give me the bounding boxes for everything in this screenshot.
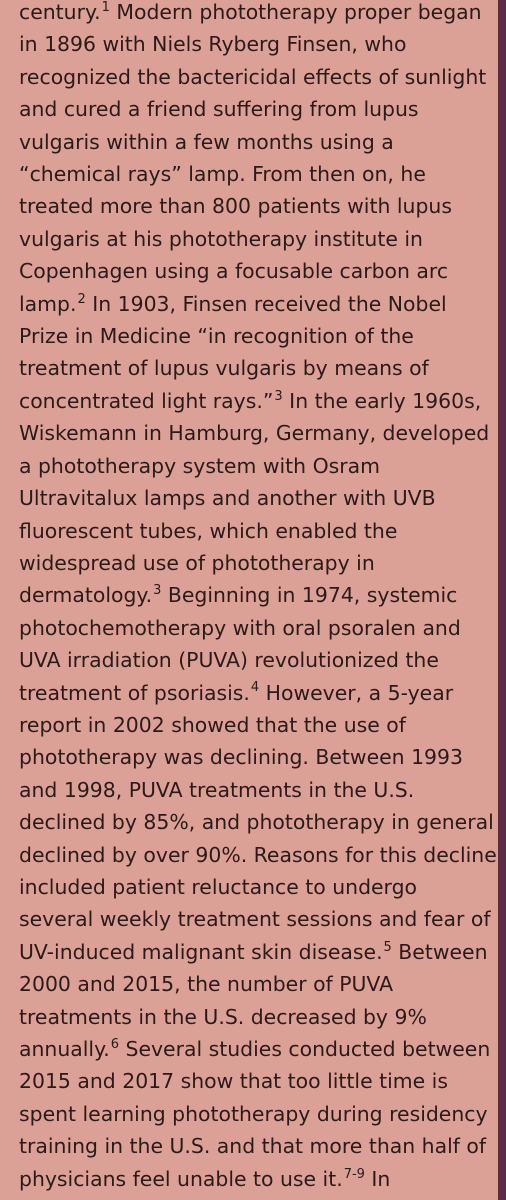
text-line: Prize in Medicine “in recognition of the xyxy=(19,320,498,352)
text-segment: and 1998, PUVA treatments in the U.S. xyxy=(19,777,415,802)
text-segment: UVA irradiation (PUVA) revolutionized th… xyxy=(19,648,439,673)
text-line: treatments in the U.S. decreased by 9% xyxy=(19,1001,498,1033)
text-segment: phototherapy was declining. Between 1993 xyxy=(19,745,463,770)
text-line: “chemical rays” lamp. From then on, he xyxy=(19,158,498,190)
text-segment: and cured a friend suffering from lupus xyxy=(19,97,419,122)
citation-superscript[interactable]: 6 xyxy=(110,1036,120,1052)
text-line: vulgaris at his phototherapy institute i… xyxy=(19,223,498,255)
text-line: treatment of lupus vulgaris by means of xyxy=(19,352,498,384)
text-segment: dermatology. xyxy=(19,583,153,608)
text-line: treated more than 800 patients with lupu… xyxy=(19,190,498,222)
text-segment: annually. xyxy=(19,1037,110,1061)
text-segment: fluorescent tubes, which enabled the xyxy=(19,518,398,543)
text-line: spent learning phototherapy during resid… xyxy=(19,1098,498,1130)
text-line: lamp.2 In 1903, Finsen received the Nobe… xyxy=(19,288,498,320)
text-segment: 2000 and 2015, the number of PUVA xyxy=(19,972,394,997)
text-segment: included patient reluctance to undergo xyxy=(19,874,418,899)
text-segment: 2015 and 2017 show that too little time … xyxy=(19,1069,448,1094)
text-line: 2000 and 2015, the number of PUVA xyxy=(19,968,498,1000)
text-segment: report in 2002 showed that the use of xyxy=(19,712,406,737)
text-line: recognized the bactericidal effects of s… xyxy=(19,61,498,93)
text-segment: century. xyxy=(19,0,101,24)
citation-superscript[interactable]: 1 xyxy=(101,0,110,15)
text-line: and cured a friend suffering from lupus xyxy=(19,93,498,125)
citation-superscript[interactable]: 3 xyxy=(274,388,283,404)
text-segment: Several studies conducted between xyxy=(119,1037,491,1061)
text-line: wellbeing and safety concerns which have… xyxy=(19,1195,506,1200)
text-line: century.1 Modern phototherapy proper beg… xyxy=(19,0,498,28)
text-line: concentrated light rays.”3 In the early … xyxy=(19,385,498,417)
text-line: declined by over 90%. Reasons for this d… xyxy=(19,839,498,871)
text-segment: spent learning phototherapy during resid… xyxy=(19,1101,488,1126)
text-line: photochemotherapy with oral psoralen and xyxy=(19,612,498,644)
citation-superscript[interactable]: 4 xyxy=(250,680,260,696)
text-segment: several weekly treatment sessions and fe… xyxy=(19,907,491,932)
citation-superscript[interactable]: 3 xyxy=(153,583,162,599)
text-segment: “chemical rays” lamp. From then on, he xyxy=(19,162,426,187)
text-segment: widespread use of phototherapy in xyxy=(19,550,375,575)
text-segment: Prize in Medicine “in recognition of the xyxy=(19,324,414,349)
text-line: phototherapy was declining. Between 1993 xyxy=(19,741,498,773)
text-segment: in 1896 with Niels Ryberg Finsen, who xyxy=(19,32,407,57)
text-segment: In 1903, Finsen received the Nobel xyxy=(85,291,447,316)
text-segment: vulgaris within a few months using a xyxy=(19,129,394,154)
text-segment: declined by over 90%. Reasons for this d… xyxy=(19,842,497,867)
text-segment: Modern phototherapy proper began xyxy=(109,0,482,24)
text-segment: treatment of psoriasis. xyxy=(19,680,250,705)
text-line: a phototherapy system with Osram xyxy=(19,450,498,482)
citation-superscript[interactable]: 7-9 xyxy=(343,1166,365,1182)
text-line: physicians feel unable to use it.7-9 In xyxy=(19,1163,498,1195)
text-segment: Copenhagen using a focusable carbon arc xyxy=(19,259,449,284)
text-line: report in 2002 showed that the use of xyxy=(19,709,498,741)
text-line: UVA irradiation (PUVA) revolutionized th… xyxy=(19,644,498,676)
text-segment: treatment of lupus vulgaris by means of xyxy=(19,356,429,381)
text-segment: Between xyxy=(391,939,488,964)
text-segment: Beginning in 1974, systemic xyxy=(161,583,458,608)
citation-superscript[interactable]: 2 xyxy=(77,291,86,307)
text-segment: In xyxy=(364,1166,391,1191)
text-segment: physicians feel unable to use it. xyxy=(19,1166,343,1191)
text-line: dermatology.3 Beginning in 1974, systemi… xyxy=(19,579,498,611)
citation-superscript[interactable]: 5 xyxy=(383,939,392,955)
text-line: and 1998, PUVA treatments in the U.S. xyxy=(19,774,498,806)
text-segment: Wiskemann in Hamburg, Germany, developed xyxy=(19,421,490,446)
scroll-edge xyxy=(498,0,506,1200)
text-line: annually.6 Several studies conducted bet… xyxy=(19,1033,498,1065)
text-segment: In the early 1960s, xyxy=(282,388,482,413)
text-line: UV-induced malignant skin disease.5 Betw… xyxy=(19,936,498,968)
text-line: widespread use of phototherapy in xyxy=(19,547,498,579)
text-line: declined by 85%, and phototherapy in gen… xyxy=(19,806,498,838)
text-segment: recognized the bactericidal effects of s… xyxy=(19,64,487,89)
text-segment: a phototherapy system with Osram xyxy=(19,453,380,478)
text-segment: treatments in the U.S. decreased by 9% xyxy=(19,1004,427,1029)
text-line: Ultravitalux lamps and another with UVB xyxy=(19,482,498,514)
text-segment: treated more than 800 patients with lupu… xyxy=(19,194,452,219)
text-segment: However, a 5-year xyxy=(259,680,454,705)
text-line: fluorescent tubes, which enabled the xyxy=(19,515,498,547)
text-line: Wiskemann in Hamburg, Germany, developed xyxy=(19,417,498,449)
text-segment: concentrated light rays.” xyxy=(19,388,274,413)
text-segment: declined by 85%, and phototherapy in gen… xyxy=(19,810,494,835)
text-line: Copenhagen using a focusable carbon arc xyxy=(19,255,498,287)
text-line: several weekly treatment sessions and fe… xyxy=(19,903,498,935)
text-segment: UV-induced malignant skin disease. xyxy=(19,939,383,964)
text-line: treatment of psoriasis.4 However, a 5-ye… xyxy=(19,677,498,709)
text-line: 2015 and 2017 show that too little time … xyxy=(19,1065,498,1097)
text-segment: training in the U.S. and that more than … xyxy=(19,1134,487,1159)
text-line: in 1896 with Niels Ryberg Finsen, who xyxy=(19,28,498,60)
text-segment: vulgaris at his phototherapy institute i… xyxy=(19,226,423,251)
text-line: vulgaris within a few months using a xyxy=(19,126,498,158)
text-segment: photochemotherapy with oral psoralen and xyxy=(19,615,461,640)
text-segment: lamp. xyxy=(19,291,77,316)
text-line: included patient reluctance to undergo xyxy=(19,871,498,903)
text-line: training in the U.S. and that more than … xyxy=(19,1130,498,1162)
text-segment: Ultravitalux lamps and another with UVB xyxy=(19,486,436,511)
